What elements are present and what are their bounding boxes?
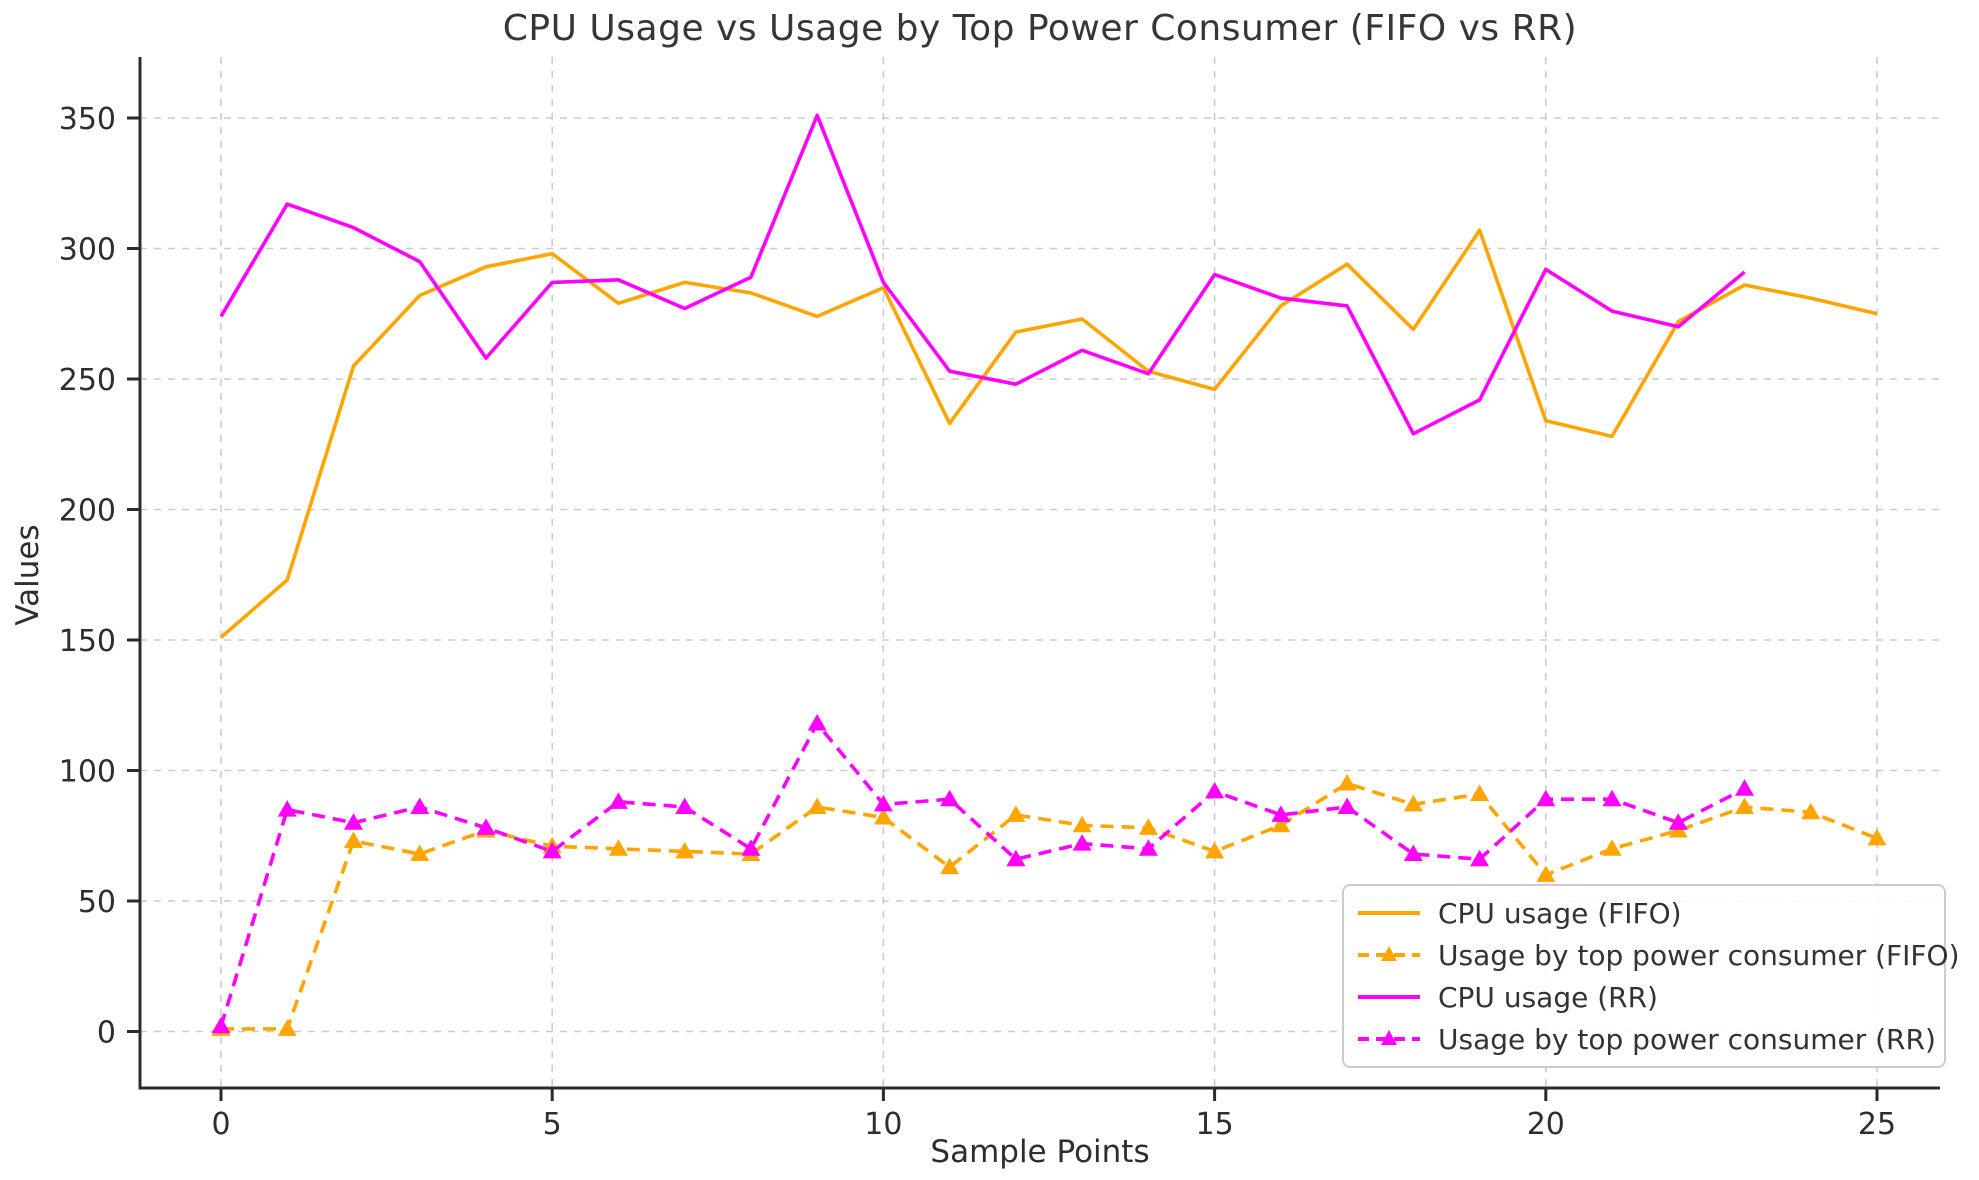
cpu-usage-fifo-line: [219, 228, 1878, 639]
triangle-marker: [277, 1019, 297, 1036]
y-tick-label: 150: [59, 624, 116, 659]
y-tick-label: 300: [59, 233, 116, 268]
triangle-marker: [1337, 774, 1357, 791]
legend-item-usage-by-top-power-consumer-rr: Usage by top power consumer (RR): [1356, 1019, 1936, 1059]
usage-by-top-power-consumer-rr-line: [219, 721, 1746, 1027]
triangle-marker: [1867, 828, 1887, 846]
triangle-marker: [1602, 839, 1622, 856]
legend-label: Usage by top power consumer (FIFO): [1438, 938, 1960, 972]
triangle-marker: [1403, 794, 1423, 812]
cpu-usage-rr-legend-swatch: [1358, 995, 1420, 999]
series-cpu-usage-fifo: [219, 228, 1878, 639]
triangle-marker: [1271, 805, 1291, 822]
triangle-marker: [410, 797, 430, 815]
x-axis-label: Sample Points: [930, 1134, 1150, 1170]
x-tick-label: 25: [1858, 1107, 1896, 1142]
gridlines: [140, 57, 1940, 1088]
x-tick-label: 20: [1527, 1107, 1565, 1142]
x-tick-label: 10: [864, 1107, 902, 1142]
triangle-marker: [1337, 797, 1357, 815]
triangle-marker: [1470, 849, 1490, 867]
triangle-marker: [343, 813, 363, 830]
y-tick-label: 250: [59, 363, 116, 398]
triangle-marker: [1072, 834, 1092, 851]
legend-swatch-marker: [1381, 946, 1397, 961]
y-tick-label: 50: [78, 885, 116, 920]
triangle-marker: [1668, 813, 1688, 830]
y-tick-label: 350: [59, 102, 116, 137]
triangle-marker: [608, 792, 628, 809]
series-cpu-usage-rr: [219, 113, 1746, 436]
triangle-marker: [1735, 797, 1755, 815]
triangle-marker: [1271, 815, 1291, 833]
x-tick-label: 0: [211, 1107, 230, 1142]
legend-swatch-marker: [1381, 1030, 1397, 1045]
usage-by-top-power-consumer-fifo-line: [221, 781, 1878, 1031]
triangle-marker: [608, 839, 628, 856]
triangle-marker: [1138, 839, 1158, 856]
triangle-marker: [807, 797, 827, 815]
triangle-marker: [1138, 818, 1158, 835]
axis-spines: [138, 57, 1940, 1090]
triangle-marker: [1006, 849, 1026, 867]
triangle-marker: [1470, 784, 1490, 801]
usage-by-top-power-consumer-fifo-legend-swatch: [1358, 946, 1420, 961]
triangle-marker: [1801, 802, 1821, 820]
triangle-marker: [343, 831, 363, 848]
y-tick-label: 200: [59, 494, 116, 529]
triangle-marker: [211, 1016, 231, 1034]
triangle-marker: [1205, 841, 1225, 859]
triangle-marker: [1403, 844, 1423, 862]
cpu-usage-fifo-legend-swatch: [1358, 911, 1420, 915]
triangle-marker: [675, 841, 695, 859]
triangle-marker: [1735, 779, 1755, 796]
triangle-marker: [807, 714, 827, 731]
triangle-marker: [1006, 805, 1026, 822]
cpu-usage-rr-line: [219, 113, 1746, 436]
triangle-marker: [1602, 789, 1622, 807]
triangle-marker: [1205, 781, 1225, 799]
legend-item-cpu-usage-rr: CPU usage (RR): [1356, 977, 1932, 1017]
usage-by-top-power-consumer-rr-markers: [211, 714, 1755, 1034]
triangle-marker: [675, 797, 695, 815]
triangle-marker: [410, 844, 430, 862]
legend-item-usage-by-top-power-consumer-fifo: Usage by top power consumer (FIFO): [1356, 935, 1960, 975]
triangle-marker: [940, 857, 960, 875]
triangle-marker: [741, 839, 761, 856]
legend-label: Usage by top power consumer (RR): [1438, 1022, 1936, 1056]
x-tick-label: 15: [1196, 1107, 1234, 1142]
triangle-marker: [940, 789, 960, 807]
legend-label: CPU usage (FIFO): [1438, 896, 1682, 930]
triangle-marker: [277, 800, 297, 817]
y-tick-label: 100: [59, 755, 116, 790]
triangle-marker: [873, 794, 893, 812]
y-axis-label: Values: [10, 524, 46, 626]
usage-by-top-power-consumer-rr-legend-swatch: [1358, 1030, 1420, 1045]
series-usage-by-top-power-consumer-rr: [211, 714, 1755, 1034]
triangle-marker: [542, 841, 562, 859]
legend: CPU usage (FIFO) Usage by top power consu…: [1342, 884, 1960, 1068]
chart-title: CPU Usage vs Usage by Top Power Consumer…: [502, 8, 1578, 49]
usage-by-top-power-consumer-fifo-markers: [211, 774, 1887, 1036]
series-usage-by-top-power-consumer-fifo: [211, 774, 1887, 1036]
triangle-marker: [873, 807, 893, 825]
triangle-marker: [1536, 865, 1556, 882]
legend-label: CPU usage (RR): [1438, 980, 1658, 1014]
triangle-marker: [1536, 789, 1556, 807]
triangle-marker: [1072, 815, 1092, 833]
triangle-marker: [476, 818, 496, 835]
y-tick-label: 0: [97, 1016, 116, 1051]
legend-item-cpu-usage-fifo: CPU usage (FIFO): [1356, 893, 1932, 933]
x-tick-label: 5: [543, 1107, 562, 1142]
